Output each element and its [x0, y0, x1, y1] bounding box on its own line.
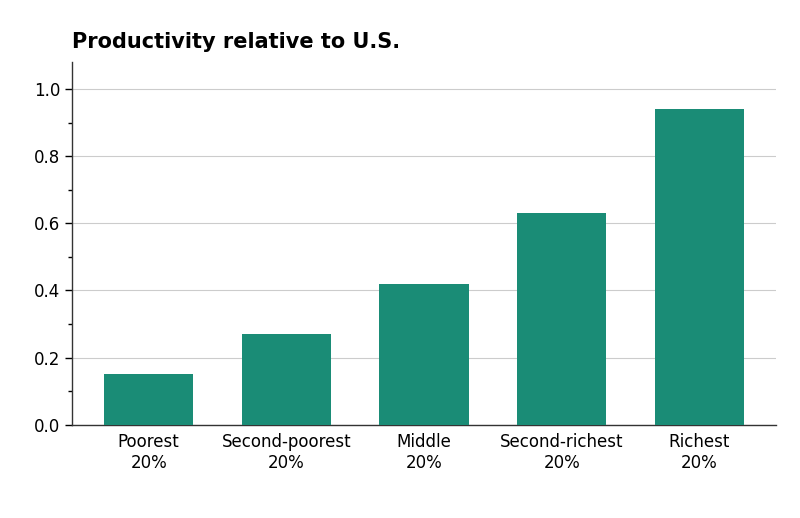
Bar [104, 375, 194, 425]
Text: Productivity relative to U.S.: Productivity relative to U.S. [72, 32, 400, 52]
Bar [654, 109, 744, 425]
Bar [242, 334, 331, 425]
Bar [379, 284, 469, 425]
Bar [517, 213, 606, 425]
